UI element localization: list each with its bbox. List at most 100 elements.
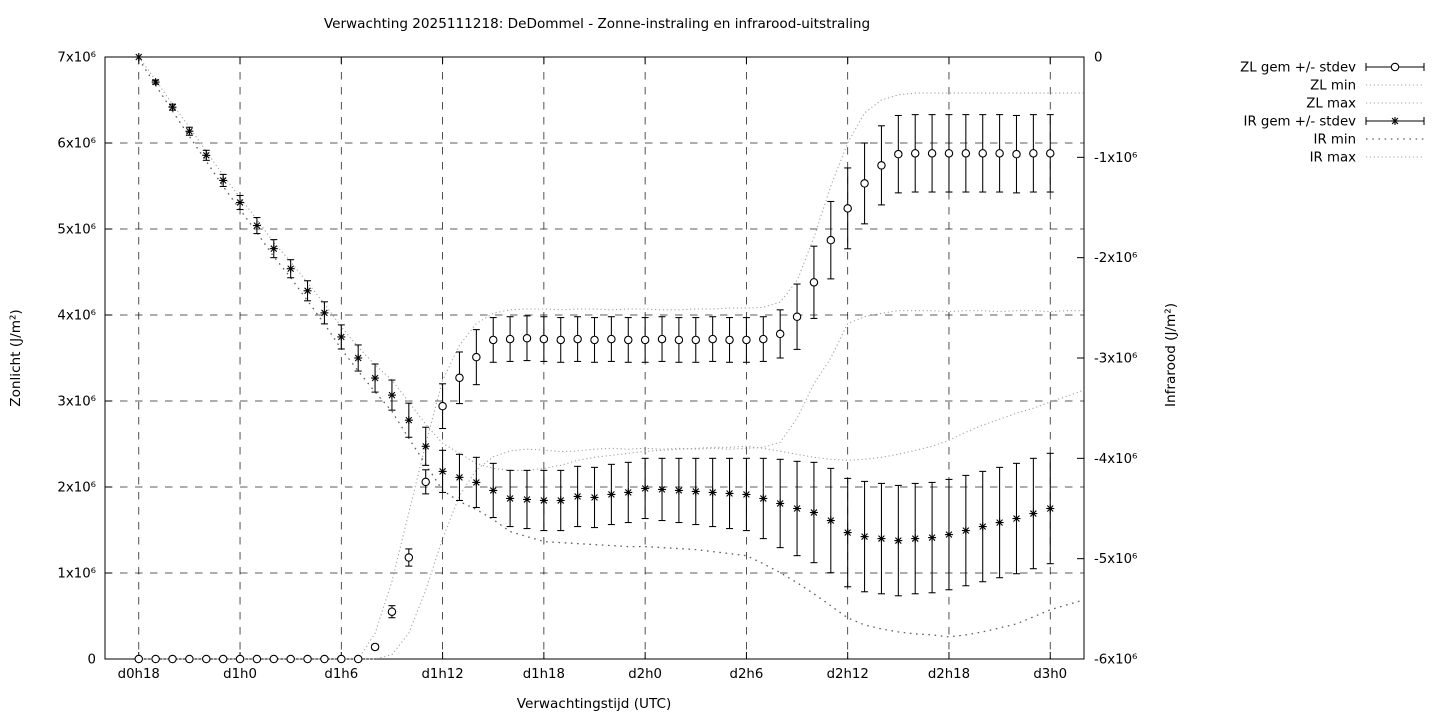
y-left-tick-label: 5x10⁶ — [57, 223, 96, 238]
legend-item: ZL min — [1310, 79, 1424, 94]
zl-gem-point — [1012, 149, 1021, 159]
y-axis-title-left: Zonlicht (J/m²) — [8, 309, 24, 406]
legend-item: ZL max — [1306, 97, 1424, 112]
y-right-tick-label: -1x10⁶ — [1094, 151, 1137, 166]
zl-gem-point — [303, 654, 312, 664]
zl-gem-point — [539, 334, 549, 344]
zl-gem-point — [1029, 149, 1038, 158]
legend-item-label: IR gem +/- stdev — [1244, 115, 1357, 130]
y-right-tick-label: -4x10⁶ — [1094, 452, 1137, 467]
legend-item-label: ZL max — [1306, 97, 1356, 112]
y-axis-title-right: Infrarood (J/m²) — [1163, 303, 1179, 407]
legend-item-label: IR min — [1314, 133, 1356, 148]
series-ir-gem — [134, 53, 1055, 597]
zl-gem-point — [860, 179, 869, 188]
chart-title: Verwachting 2025111218: DeDommel - Zonne… — [324, 16, 870, 32]
zl-gem-point — [1045, 149, 1055, 158]
legend-item: IR gem +/- stdev — [1244, 115, 1425, 130]
zl-gem-point — [894, 149, 903, 159]
x-tick-label: d3h0 — [1033, 667, 1067, 682]
zl-gem-point — [927, 149, 937, 158]
zl-gem-point — [624, 335, 633, 345]
zl-gem-point — [691, 335, 701, 345]
legend: ZL gem +/- stdev ZL min ZL max IR gem +/- s… — [1240, 61, 1425, 166]
legend-item-label: ZL gem +/- stdev — [1240, 61, 1356, 76]
series-ir-max — [138, 56, 1085, 471]
x-tick-label: d1h18 — [523, 667, 565, 682]
x-tick-label: d2h12 — [827, 667, 869, 682]
zl-gem-point — [202, 654, 211, 664]
zl-gem-point — [1390, 62, 1400, 72]
series-layer — [134, 53, 1085, 664]
x-tick-label: d2h0 — [628, 667, 662, 682]
zl-gem-point — [134, 654, 144, 664]
zl-gem-point — [674, 335, 684, 345]
zl-gem-point — [370, 642, 380, 652]
y-right-tick-label: 0 — [1094, 51, 1102, 66]
y-right-tick-label: -2x10⁶ — [1094, 251, 1137, 266]
x-tick-label: d1h0 — [223, 667, 257, 682]
x-tick-label: d1h6 — [324, 667, 358, 682]
zl-gem-point — [151, 654, 160, 664]
zl-gem-point — [792, 312, 802, 321]
zl-gem-point — [961, 149, 971, 158]
x-axis-title: Verwachtingstijd (UTC) — [517, 696, 672, 712]
legend-item: IR max — [1310, 151, 1424, 166]
zl-gem-point — [353, 654, 363, 664]
zl-gem-point — [607, 334, 616, 344]
ir-max-line — [138, 56, 1085, 471]
zl-gem-point — [910, 149, 920, 158]
zl-gem-point — [742, 335, 751, 345]
y-right-tick-label: -6x10⁶ — [1094, 653, 1137, 668]
x-tick-label: d0h18 — [118, 667, 160, 682]
zl-gem-point — [387, 607, 397, 616]
zl-gem-point — [252, 654, 262, 664]
zl-max-line — [138, 92, 1084, 660]
zl-gem-point — [657, 334, 667, 344]
legend-item-label: IR max — [1310, 151, 1356, 166]
y-left-tick-label: 2x10⁶ — [57, 481, 96, 496]
zl-gem-point — [809, 278, 819, 287]
zl-gem-point — [826, 235, 836, 245]
x-tick-label: d2h18 — [928, 667, 970, 682]
zl-gem-point — [725, 335, 734, 345]
zl-gem-point — [505, 334, 515, 344]
axes-layer: d0h18 d1h0 d1h6 d1h12 d1h18 d2h0 d2h6 d2h12 d2h1… — [57, 51, 1137, 683]
y-left-tick-label: 3x10⁶ — [57, 395, 96, 410]
y-left-tick-label: 1x10⁶ — [57, 567, 96, 582]
x-tick-label: d2h6 — [730, 667, 764, 682]
series-zl-gem — [134, 114, 1055, 664]
zl-gem-point — [995, 149, 1004, 158]
zl-gem-point — [438, 401, 447, 411]
y-left-tick-label: 6x10⁶ — [57, 137, 96, 152]
x-tick-label: d1h12 — [421, 667, 463, 682]
zl-gem-point — [218, 654, 228, 664]
zl-gem-point — [168, 654, 177, 664]
zl-gem-point — [775, 329, 785, 339]
legend-item: IR min — [1314, 133, 1424, 148]
y-left-tick-label: 7x10⁶ — [57, 51, 96, 66]
y-right-tick-label: -3x10⁶ — [1094, 352, 1137, 367]
zl-gem-point — [421, 477, 430, 487]
zl-gem-point — [708, 334, 717, 344]
zl-gem-point — [337, 654, 346, 664]
zl-gem-point — [320, 654, 329, 664]
y-right-tick-label: -5x10⁶ — [1094, 552, 1137, 567]
zl-gem-point — [590, 335, 599, 345]
legend-item: ZL gem +/- stdev — [1240, 61, 1425, 76]
zl-gem-point — [877, 161, 886, 170]
zl-gem-point — [522, 333, 532, 343]
zl-gem-point — [556, 335, 565, 345]
zl-gem-point — [488, 335, 498, 345]
zl-gem-point — [455, 373, 464, 383]
zl-gem-point — [944, 149, 954, 158]
zl-gem-point — [978, 149, 987, 158]
zl-gem-point — [573, 334, 582, 344]
zl-gem-point — [843, 204, 852, 213]
legend-item-label: ZL min — [1310, 79, 1356, 94]
zl-gem-point — [286, 654, 295, 664]
y-left-tick-label: 4x10⁶ — [57, 309, 96, 324]
zl-gem-point — [185, 654, 194, 664]
